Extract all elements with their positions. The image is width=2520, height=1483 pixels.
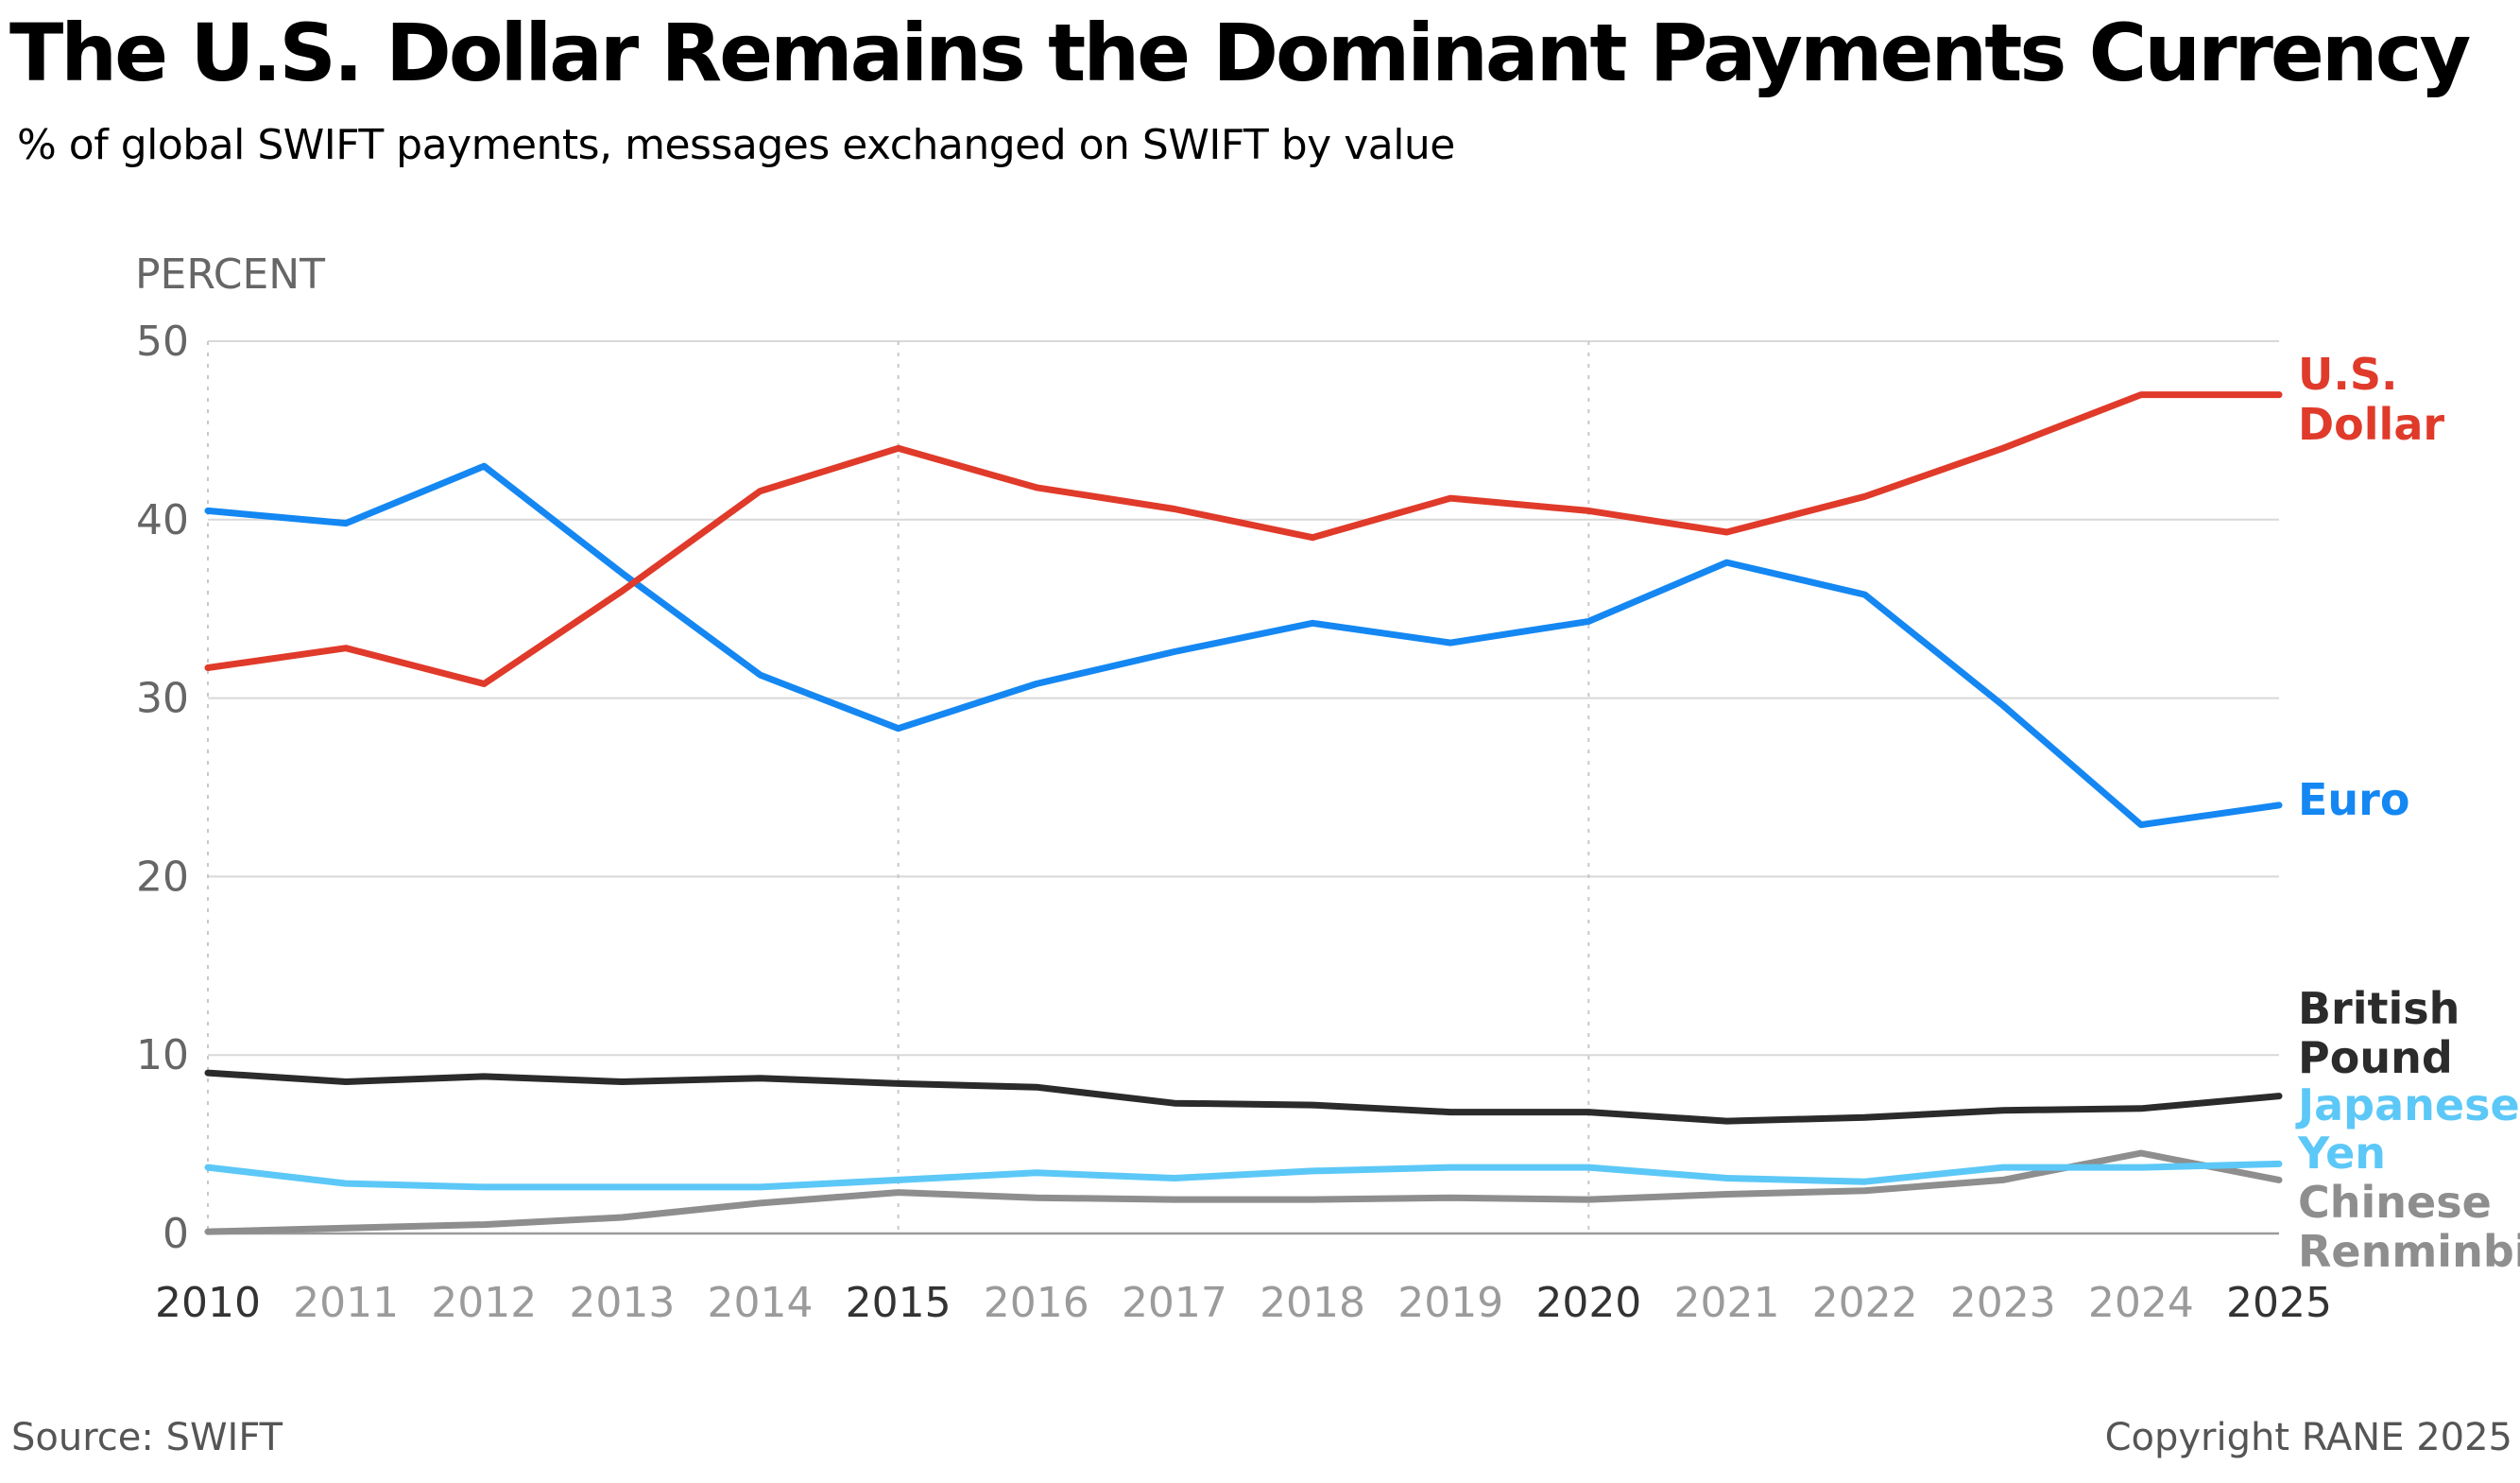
series-labels: U.S.Dollar Euro BritishPoundJapaneseYenChi… [2295,349,2520,1277]
series-label: Renminbi [2298,1226,2520,1277]
series-label: Yen [2297,1128,2386,1179]
x-tick-label: 2023 [1950,1279,2056,1327]
x-tick-label: 2024 [2088,1279,2194,1327]
x-tick-label: 2019 [1397,1279,1503,1327]
y-tick-label: 0 [163,1210,189,1258]
series-label: Euro [2298,774,2409,825]
source-note: Source: SWIFT [11,1416,283,1459]
y-tick-label: 30 [136,675,189,723]
y-tick-label: 50 [136,318,189,366]
x-tick-label: 2011 [293,1279,399,1327]
x-tick-label: 2021 [1673,1279,1779,1327]
x-tick-label: 2014 [708,1279,814,1327]
series-label: Chinese [2298,1177,2492,1228]
series-label: Dollar [2298,399,2444,450]
grid [207,340,2279,1235]
x-tick-label: 2016 [984,1279,1089,1327]
x-tick-label: 2012 [431,1279,537,1327]
series-lines [204,391,2283,1235]
x-axis: 2010 2011 2012 2013 2014 2015 2016 2017 2018 2019… [155,1279,2332,1327]
series-label: British [2298,983,2460,1034]
y-axis: 0 10 20 30 40 50 [136,318,189,1258]
x-tick-label: 2025 [2226,1279,2332,1327]
y-tick-label: 10 [136,1031,189,1079]
copyright-note: Copyright RANE 2025 [2104,1416,2512,1459]
x-tick-label: 2022 [1812,1279,1918,1327]
y-tick-label: 40 [136,496,189,544]
y-tick-label: 20 [136,853,189,901]
x-tick-label: 2017 [1122,1279,1227,1327]
x-tick-label: 2013 [569,1279,675,1327]
y-axis-title: PERCENT [135,250,325,299]
series-label: Japanese [2295,1079,2520,1130]
x-tick-label: 2015 [846,1279,951,1327]
x-tick-label: 2018 [1260,1279,1365,1327]
chart-title: The U.S. Dollar Remains the Dominant Pay… [9,7,2471,99]
series-line [204,1149,2283,1235]
series-label: U.S. [2298,349,2397,400]
series-line [204,462,2283,829]
series-line [204,1069,2283,1125]
x-tick-label: 2020 [1535,1279,1641,1327]
x-tick-label: 2010 [155,1279,261,1327]
series-label: Pound [2298,1032,2453,1083]
series-line [204,1160,2283,1191]
chart-subtitle: % of global SWIFT payments, messages exc… [17,121,1455,169]
series-line [204,391,2283,687]
